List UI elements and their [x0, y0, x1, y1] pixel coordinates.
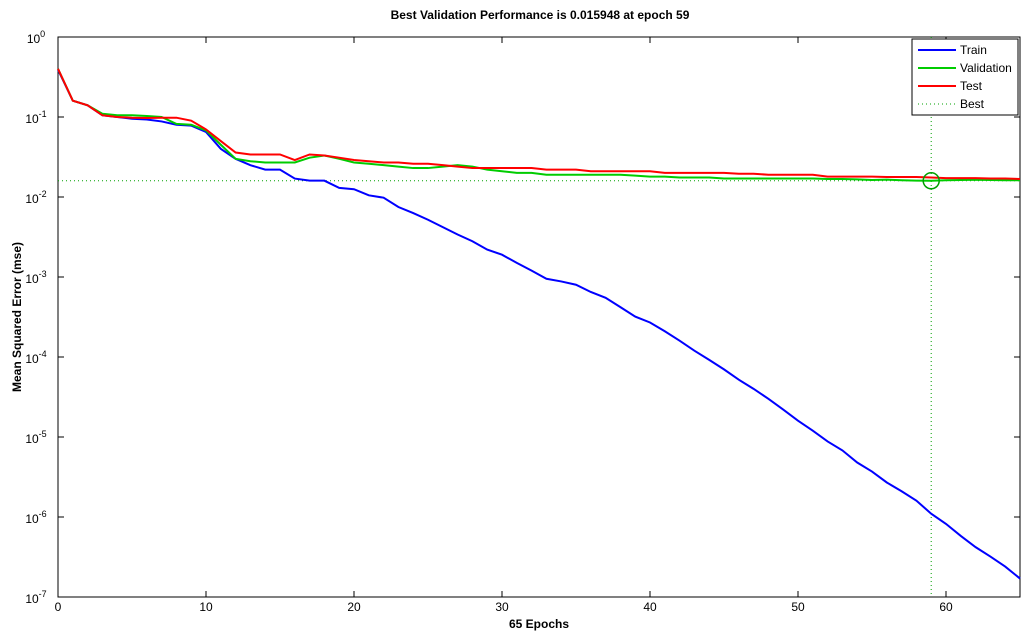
chart-title: Best Validation Performance is 0.015948 …: [391, 8, 690, 22]
y-tick-label: 10-6: [25, 509, 46, 526]
plot-area: [57, 36, 1021, 598]
x-tick-label: 50: [791, 600, 805, 614]
y-tick-label: 10-2: [25, 189, 46, 206]
x-tick-label: 0: [55, 600, 62, 614]
x-tick-label: 60: [939, 600, 953, 614]
legend-label: Validation: [960, 61, 1012, 75]
series-line: [57, 68, 1020, 182]
legend-label: Test: [960, 79, 983, 93]
y-tick-label: 10-4: [25, 349, 46, 366]
x-axis-label: 65 Epochs: [509, 617, 569, 631]
series-line: [57, 69, 1021, 580]
y-tick-label: 100: [27, 29, 45, 46]
best-marker: [922, 172, 940, 190]
legend-box: [911, 38, 1019, 116]
y-tick-label: 10-3: [25, 269, 46, 286]
x-tick-label: 10: [199, 600, 213, 614]
series-line: [57, 68, 1021, 180]
y-tick-label: 10-7: [25, 589, 46, 606]
y-axis-label: Mean Squared Error (mse): [10, 242, 24, 392]
legend-label: Best: [960, 97, 985, 111]
y-tick-label: 10-5: [25, 429, 46, 446]
y-tick-label: 10-1: [25, 109, 46, 126]
x-tick-label: 30: [495, 600, 509, 614]
legend-label: Train: [960, 43, 987, 57]
x-tick-label: 40: [643, 600, 657, 614]
x-tick-label: 20: [347, 600, 361, 614]
